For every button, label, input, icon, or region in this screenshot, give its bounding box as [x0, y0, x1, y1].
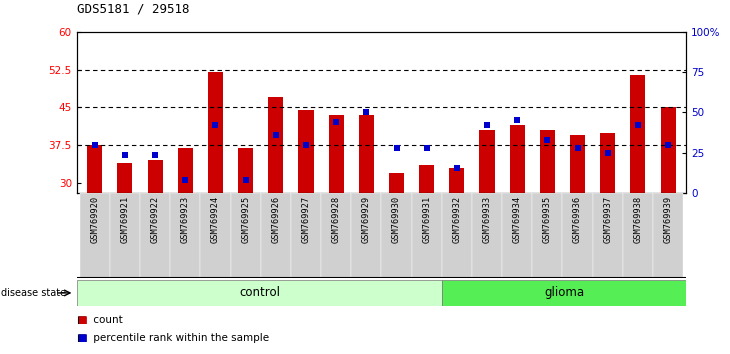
Text: ■: ■	[77, 315, 87, 325]
Point	[300, 142, 312, 148]
Point	[361, 110, 372, 115]
Text: GSM769936: GSM769936	[573, 195, 582, 243]
Bar	[631, 75, 645, 193]
Text: GSM769929: GSM769929	[362, 195, 371, 243]
Bar	[570, 135, 585, 193]
Text: GSM769934: GSM769934	[512, 195, 522, 243]
Bar	[328, 115, 344, 193]
Bar	[231, 193, 261, 278]
Text: GSM769933: GSM769933	[483, 195, 491, 243]
Text: ■  count: ■ count	[77, 315, 123, 325]
Text: GSM769923: GSM769923	[181, 195, 190, 243]
Bar	[170, 193, 200, 278]
Bar	[450, 168, 464, 193]
Bar	[118, 163, 132, 193]
Bar	[238, 148, 253, 193]
Point	[662, 142, 674, 148]
Text: GSM769932: GSM769932	[453, 195, 461, 243]
Point	[149, 152, 161, 158]
Point	[180, 177, 191, 183]
Text: ■  percentile rank within the sample: ■ percentile rank within the sample	[77, 333, 269, 343]
Text: GSM769935: GSM769935	[543, 195, 552, 243]
Bar	[480, 130, 495, 193]
Bar	[77, 280, 442, 306]
Text: ■: ■	[77, 333, 87, 343]
Point	[239, 177, 251, 183]
Text: GSM769937: GSM769937	[603, 195, 612, 243]
Text: GSM769928: GSM769928	[331, 195, 341, 243]
Bar	[381, 193, 412, 278]
Point	[602, 150, 614, 155]
Bar	[442, 280, 686, 306]
Bar	[389, 173, 404, 193]
Bar	[472, 193, 502, 278]
Bar	[140, 193, 170, 278]
Bar	[623, 193, 653, 278]
Text: GSM769924: GSM769924	[211, 195, 220, 243]
Bar	[351, 193, 381, 278]
Bar	[653, 193, 683, 278]
Point	[512, 117, 523, 123]
Bar	[661, 107, 676, 193]
Text: GSM769930: GSM769930	[392, 195, 401, 243]
Bar	[442, 193, 472, 278]
Bar	[321, 193, 351, 278]
Point	[421, 145, 433, 150]
Bar	[358, 115, 374, 193]
Point	[481, 122, 493, 128]
Point	[632, 122, 644, 128]
Text: GSM769927: GSM769927	[301, 195, 310, 243]
Bar	[419, 165, 434, 193]
Bar	[147, 160, 163, 193]
Text: glioma: glioma	[545, 286, 584, 299]
Bar	[412, 193, 442, 278]
Text: GSM769922: GSM769922	[150, 195, 160, 243]
Point	[210, 122, 221, 128]
Bar	[291, 193, 321, 278]
Point	[542, 137, 553, 143]
Bar	[600, 132, 615, 193]
Text: GSM769925: GSM769925	[241, 195, 250, 243]
Bar	[510, 125, 525, 193]
Bar	[177, 148, 193, 193]
Text: control: control	[239, 286, 280, 299]
Bar	[80, 193, 109, 278]
Text: GSM769931: GSM769931	[422, 195, 431, 243]
Text: GSM769921: GSM769921	[120, 195, 129, 243]
Bar	[593, 193, 623, 278]
Point	[119, 152, 131, 158]
Text: disease state: disease state	[1, 288, 66, 298]
Point	[270, 132, 282, 138]
Bar	[532, 193, 563, 278]
Bar	[563, 193, 593, 278]
Bar	[502, 193, 532, 278]
Text: GDS5181 / 29518: GDS5181 / 29518	[77, 3, 189, 16]
Text: GSM769926: GSM769926	[272, 195, 280, 243]
Text: GSM769939: GSM769939	[664, 195, 672, 243]
Bar	[299, 110, 313, 193]
Point	[572, 145, 583, 150]
Bar	[261, 193, 291, 278]
Text: GSM769938: GSM769938	[634, 195, 642, 243]
Point	[391, 145, 402, 150]
Point	[451, 165, 463, 171]
Bar	[200, 193, 231, 278]
Point	[89, 142, 101, 148]
Bar	[110, 193, 140, 278]
Bar	[87, 145, 102, 193]
Bar	[268, 97, 283, 193]
Text: GSM769920: GSM769920	[91, 195, 99, 243]
Bar	[208, 72, 223, 193]
Point	[330, 120, 342, 125]
Bar	[540, 130, 555, 193]
